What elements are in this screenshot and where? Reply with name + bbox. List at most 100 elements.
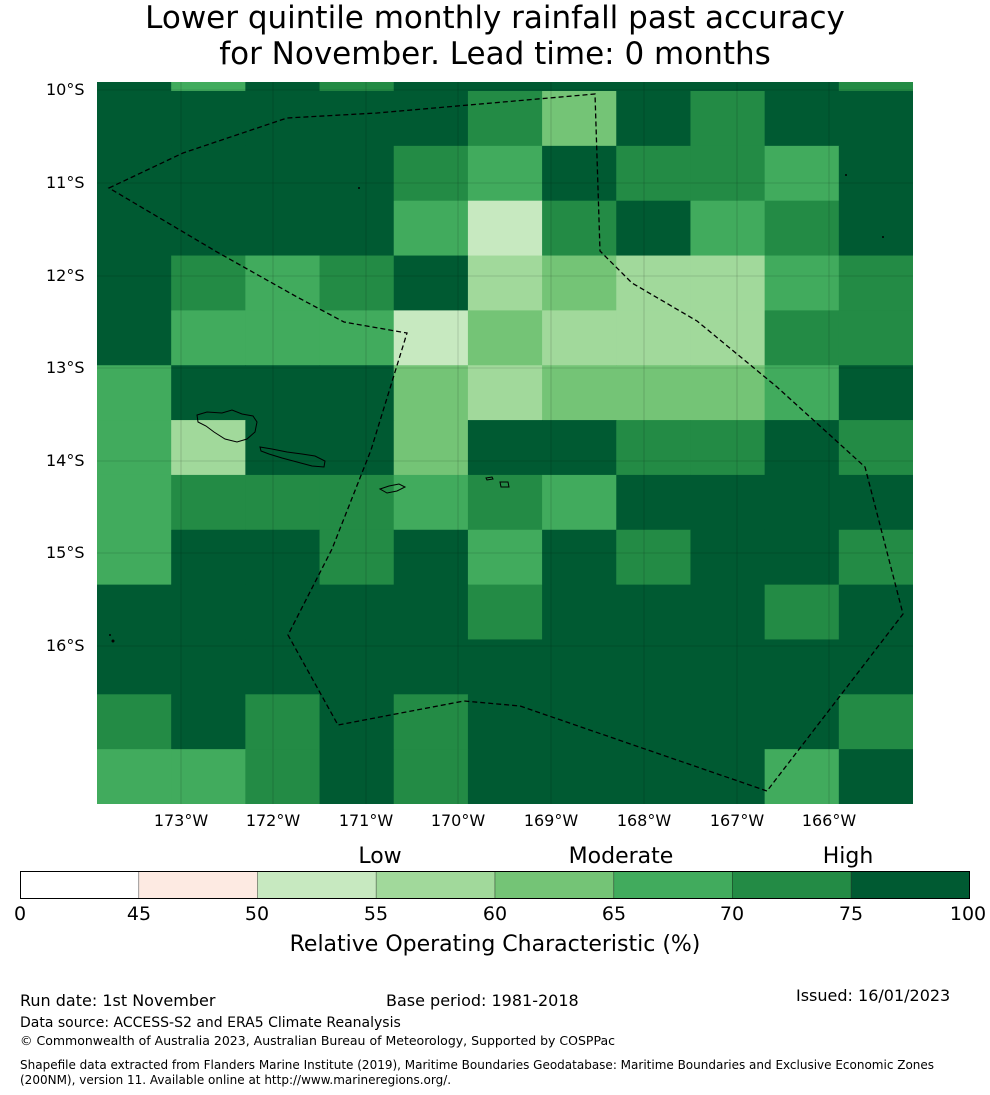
map-cell-r7-c7 bbox=[616, 420, 692, 476]
colorbar-bin-75-100 bbox=[850, 870, 971, 900]
map-cell-r3-c8 bbox=[690, 200, 766, 257]
map-cell-r12-c5 bbox=[467, 694, 543, 750]
reef-dot-2 bbox=[882, 236, 884, 238]
map-cell-r1-c8 bbox=[690, 91, 766, 147]
map-cell-r2-c5 bbox=[467, 145, 543, 202]
map-cell-r10-c6 bbox=[542, 584, 617, 641]
base-period-text: Base period: 1981-2018 bbox=[386, 991, 579, 1010]
map-cell-r0-c4 bbox=[393, 82, 469, 92]
colorbar-label: Relative Operating Characteristic (%) bbox=[289, 932, 701, 957]
map-cell-r12-c10 bbox=[838, 694, 913, 750]
map-cell-r5-c7 bbox=[616, 310, 692, 366]
lat-label-16s: 16°S bbox=[46, 636, 85, 655]
map-cell-r10-c3 bbox=[319, 584, 395, 641]
map-cell-r13-c10 bbox=[838, 749, 913, 804]
map-cell-r6-c2 bbox=[245, 365, 321, 421]
map-cell-r6-c8 bbox=[690, 365, 766, 421]
map-cell-r9-c5 bbox=[467, 529, 543, 586]
lat-label-10s: 10°S bbox=[46, 80, 85, 99]
map-cell-r10-c0 bbox=[97, 584, 172, 641]
map-cell-r6-c4 bbox=[393, 365, 469, 421]
map-cell-r12-c1 bbox=[171, 694, 246, 750]
category-label-high: High bbox=[822, 844, 874, 869]
lon-label-169w: 169°W bbox=[523, 811, 579, 830]
map-cell-r4-c8 bbox=[690, 255, 766, 311]
map-cell-r5-c6 bbox=[542, 310, 617, 366]
issued-date-text: Issued: 16/01/2023 bbox=[796, 986, 951, 1005]
map-cell-r5-c10 bbox=[838, 310, 913, 366]
map-cell-r3-c0 bbox=[97, 200, 172, 257]
map-cell-r12-c2 bbox=[245, 694, 321, 750]
map-cell-r7-c1 bbox=[171, 420, 246, 476]
map-cell-r13-c5 bbox=[467, 749, 543, 804]
map-cell-r10-c9 bbox=[764, 584, 840, 641]
map-cell-r13-c3 bbox=[319, 749, 395, 804]
run-date-text: Run date: 1st November bbox=[20, 991, 216, 1010]
colorbar-tick-65: 65 bbox=[601, 903, 627, 925]
map-cell-r6-c10 bbox=[838, 365, 913, 421]
map-cell-r8-c5 bbox=[467, 474, 543, 531]
map-cell-r13-c0 bbox=[97, 749, 172, 804]
map-cell-r10-c5 bbox=[467, 584, 543, 641]
colorbar-bin-55-60 bbox=[375, 870, 496, 900]
map-cell-r13-c6 bbox=[542, 749, 617, 804]
map-cell-r8-c2 bbox=[245, 474, 321, 531]
map-cell-r12-c9 bbox=[764, 694, 840, 750]
reef-dot-4 bbox=[109, 634, 111, 636]
map-cell-r2-c1 bbox=[171, 145, 246, 202]
map-cell-r8-c4 bbox=[393, 474, 469, 531]
map-cell-r1-c1 bbox=[171, 91, 246, 147]
map-cell-r0-c1 bbox=[171, 82, 246, 92]
map-cell-r7-c9 bbox=[764, 420, 840, 476]
colorbar-tick-75: 75 bbox=[838, 903, 864, 925]
map-cell-r5-c3 bbox=[319, 310, 395, 366]
category-label-low: Low bbox=[358, 844, 402, 869]
map-cell-r8-c3 bbox=[319, 474, 395, 531]
map-cell-r8-c6 bbox=[542, 474, 617, 531]
map-cell-r13-c9 bbox=[764, 749, 840, 804]
map-cell-r7-c2 bbox=[245, 420, 321, 476]
map-cell-r7-c4 bbox=[393, 420, 469, 476]
map-cell-r1-c2 bbox=[245, 91, 321, 147]
colorbar-bin-0-45 bbox=[19, 870, 140, 900]
colorbar-tick-50: 50 bbox=[244, 903, 270, 925]
map-cell-r13-c2 bbox=[245, 749, 321, 804]
colorbar-tick-70: 70 bbox=[719, 903, 745, 925]
map-cell-r6-c7 bbox=[616, 365, 692, 421]
data-source-text: Data source: ACCESS-S2 and ERA5 Climate … bbox=[20, 1015, 401, 1031]
map-cell-r4-c0 bbox=[97, 255, 172, 311]
map-cell-r13-c7 bbox=[616, 749, 692, 804]
lon-label-170w: 170°W bbox=[430, 811, 486, 830]
swains-island-dot bbox=[358, 187, 360, 189]
map-cell-r7-c10 bbox=[838, 420, 913, 476]
chart-title-line-2: for November. Lead time: 0 months bbox=[219, 36, 771, 72]
tutuila-island-outline bbox=[378, 483, 407, 494]
map-cell-r13-c8 bbox=[690, 749, 766, 804]
lon-label-166w: 166°W bbox=[801, 811, 857, 830]
map-cell-r2-c0 bbox=[97, 145, 172, 202]
lon-label-173w: 173°W bbox=[153, 811, 209, 830]
lon-label-172w: 172°W bbox=[245, 811, 301, 830]
map-cell-r0-c7 bbox=[616, 82, 692, 92]
colorbar-bin-60-65 bbox=[494, 870, 615, 900]
map-cell-r7-c5 bbox=[467, 420, 543, 476]
map-cell-r6-c0 bbox=[97, 365, 172, 421]
map-cell-r8-c7 bbox=[616, 474, 692, 531]
map-cell-r3-c4 bbox=[393, 200, 469, 257]
map-cell-r4-c10 bbox=[838, 255, 913, 311]
map-cell-r11-c0 bbox=[97, 639, 172, 695]
map-cell-r4-c1 bbox=[171, 255, 246, 311]
map-cell-r6-c6 bbox=[542, 365, 617, 421]
map-cell-r3-c5 bbox=[467, 200, 543, 257]
map-cell-r11-c6 bbox=[542, 639, 617, 695]
map-cell-r2-c2 bbox=[245, 145, 321, 202]
colorbar-tick-60: 60 bbox=[482, 903, 508, 925]
colorbar-bin-50-55 bbox=[257, 870, 377, 900]
map-cell-r7-c8 bbox=[690, 420, 766, 476]
map-cell-r4-c6 bbox=[542, 255, 617, 311]
map-cell-r4-c3 bbox=[319, 255, 395, 311]
map-cell-r9-c2 bbox=[245, 529, 321, 586]
map-cell-r5-c2 bbox=[245, 310, 321, 366]
map-cell-r12-c8 bbox=[690, 694, 766, 750]
map-cell-r7-c0 bbox=[97, 420, 172, 476]
